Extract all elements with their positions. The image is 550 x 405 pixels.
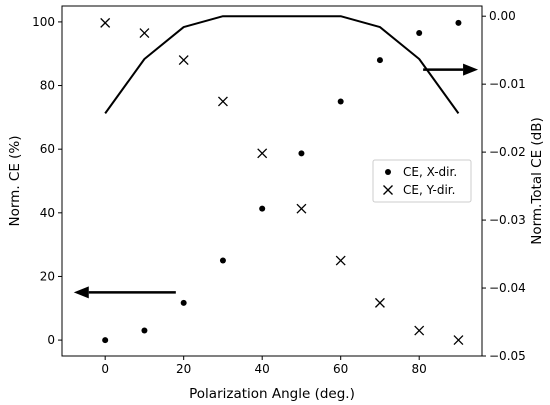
y2-tick-label: −0.05 [489,349,526,363]
ce-y-dir-point [453,335,464,346]
x-tick-label: 20 [176,362,191,376]
y-tick-label: 20 [40,269,55,283]
y-axis-left: 0 20 40 60 80 100 [32,15,62,347]
ce-y-dir-point [374,297,385,308]
total-ce-line [104,15,460,114]
x-marker-stroke [296,203,307,214]
ce-x-dir-point [141,327,148,334]
legend-x-stroke [383,185,393,195]
plot-frame [61,5,483,357]
y-axis-right: −0.05 −0.04 −0.03 −0.02 −0.01 0.00 [482,9,526,363]
x-axis: 0 20 40 60 80 [101,356,427,376]
y-tick-label: 80 [40,79,55,93]
ce-x-dir-point [259,205,266,212]
ce-y-dir-point [296,203,307,214]
y2-tick-label: −0.02 [489,145,526,159]
x-tick-label: 0 [101,362,109,376]
x-marker-stroke [139,28,150,39]
y-axis-label: Norm. CE (%) [7,135,23,226]
ce-y-dir-point [335,255,346,266]
ce-y-dir-point [139,28,150,39]
x-marker-stroke [453,335,464,346]
x-tick-label: 60 [333,362,348,376]
ce-y-dir-point [178,55,189,66]
x-marker-stroke [178,55,189,66]
x-tick-label: 40 [255,362,270,376]
ce-x-dir-point [298,150,305,157]
y2-tick-label: 0.00 [489,9,516,23]
ce-x-dir-point [180,299,187,306]
ce-y-dir-point [257,148,268,159]
y-tick-label: 0 [47,333,55,347]
arrow-head [463,63,479,76]
x-marker-stroke [100,17,111,28]
y2-tick-label: −0.03 [489,213,526,227]
right-axis-arrow [423,63,479,76]
ce-y-dir-point [217,96,228,107]
x-marker-stroke [257,148,268,159]
x-axis-label: Polarization Angle (deg.) [189,386,355,402]
x-tick-label: 80 [412,362,427,376]
arrow-head [73,286,89,299]
ce-x-dir-point [102,337,109,344]
x-marker-stroke [374,297,385,308]
y-tick-label: 100 [32,15,55,29]
legend-box [372,159,472,203]
legend-marker-dot [385,169,391,175]
ce-x-dir-point [455,19,462,26]
legend-label-x-dir: CE, X-dir. [403,165,457,179]
y-tick-label: 40 [40,206,55,220]
ce-x-dir-point [416,30,423,37]
legend-marker-x [383,185,393,195]
ce-x-dir-point [219,257,226,264]
y2-tick-label: −0.04 [489,281,526,295]
legend-label-y-dir: CE, Y-dir. [403,183,455,197]
y-tick-label: 60 [40,142,55,156]
x-marker-stroke [335,255,346,266]
ce-y-dir-point [100,17,111,28]
ce-y-dir-point [414,325,425,336]
y2-tick-label: −0.01 [489,77,526,91]
plot-content [73,15,479,346]
y2-axis-label: Norm.Total CE (dB) [529,117,545,245]
legend: CE, X-dir. CE, Y-dir. [372,159,472,203]
ce-x-dir-point [337,98,344,105]
ce-x-dir-point [376,57,383,64]
left-axis-arrow [73,286,176,299]
x-marker-stroke [217,96,228,107]
x-marker-stroke [414,325,425,336]
